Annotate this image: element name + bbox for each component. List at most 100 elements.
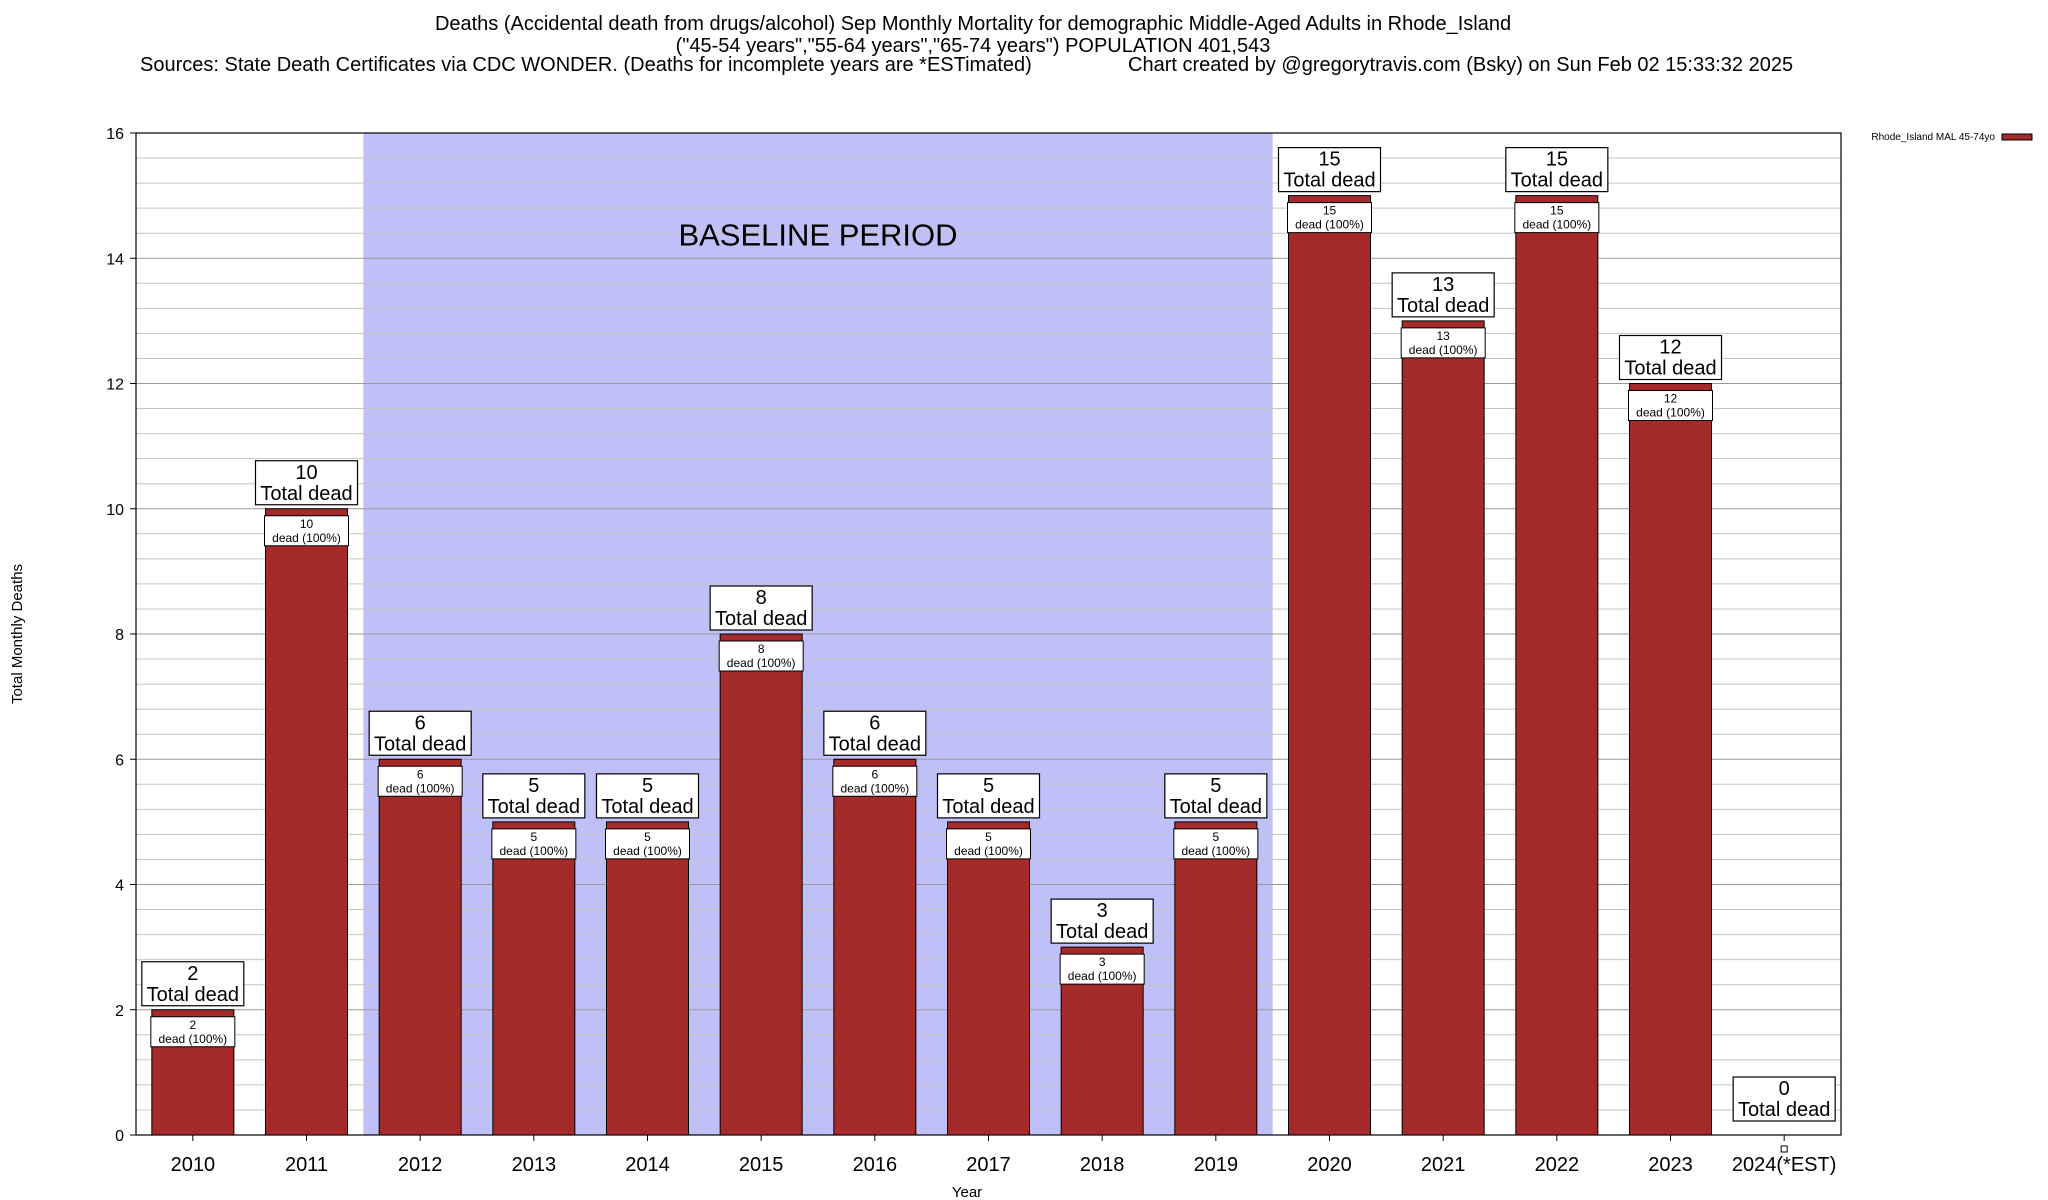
total-value-label: 5 bbox=[642, 775, 653, 797]
segment-value-label: 3 bbox=[1099, 955, 1106, 969]
total-text-label: Total dead bbox=[1624, 358, 1716, 380]
total-text-label: Total dead bbox=[1170, 796, 1262, 818]
segment-percent-label: dead (100%) bbox=[158, 1032, 227, 1046]
y-tick-label: 6 bbox=[115, 752, 124, 769]
total-text-label: Total dead bbox=[829, 733, 921, 755]
total-value-label: 10 bbox=[295, 462, 317, 484]
total-text-label: Total dead bbox=[260, 483, 352, 505]
total-label-box bbox=[1618, 334, 1723, 381]
total-label-box bbox=[823, 710, 927, 756]
segment-percent-label: dead (100%) bbox=[1295, 218, 1364, 232]
y-tick-label: 2 bbox=[115, 1003, 124, 1020]
segment-percent-label: dead (100%) bbox=[386, 781, 455, 795]
x-tick-label: 2019 bbox=[1194, 1154, 1239, 1176]
segment-value-label: 13 bbox=[1436, 329, 1450, 343]
segment-percent-label: dead (100%) bbox=[727, 656, 796, 670]
x-tick-label: 2013 bbox=[512, 1154, 557, 1176]
title-credit: Chart created by @gregorytravis.com (Bsk… bbox=[1128, 54, 1794, 76]
title-line-1: Deaths (Accidental death from drugs/alco… bbox=[434, 13, 1512, 35]
x-tick-label: 2010 bbox=[171, 1154, 216, 1176]
bar-2022 bbox=[1515, 195, 1599, 1136]
y-tick-label: 8 bbox=[115, 627, 124, 644]
segment-value-label: 8 bbox=[758, 642, 765, 656]
bar-2020 bbox=[1288, 195, 1371, 1136]
segment-value-label: 2 bbox=[189, 1018, 196, 1032]
segment-percent-label: dead (100%) bbox=[1181, 844, 1250, 858]
total-value-label: 2 bbox=[187, 963, 198, 985]
total-text-label: Total dead bbox=[147, 984, 239, 1006]
segment-label-box bbox=[1514, 202, 1600, 234]
y-tick-label: 10 bbox=[106, 502, 124, 519]
segment-value-label: 15 bbox=[1323, 204, 1337, 218]
segment-label-box bbox=[1287, 202, 1372, 234]
x-tick-label: 2021 bbox=[1421, 1154, 1466, 1176]
total-label-box bbox=[368, 710, 472, 756]
segment-percent-label: dead (100%) bbox=[613, 844, 682, 858]
total-value-label: 8 bbox=[756, 587, 767, 609]
segment-percent-label: dead (100%) bbox=[840, 781, 909, 795]
segment-value-label: 5 bbox=[1212, 830, 1219, 844]
total-value-label: 13 bbox=[1432, 274, 1454, 296]
segment-label-box bbox=[491, 828, 577, 860]
x-tick-label: 2011 bbox=[285, 1154, 328, 1176]
segment-label-box bbox=[150, 1016, 236, 1048]
total-text-label: Total dead bbox=[715, 608, 807, 630]
x-tick-label: 2024(*EST) bbox=[1732, 1154, 1837, 1176]
total-text-label: Total dead bbox=[1397, 295, 1489, 317]
total-label-box bbox=[936, 773, 1041, 819]
bar-2023 bbox=[1629, 383, 1712, 1136]
segment-percent-label: dead (100%) bbox=[1636, 406, 1705, 420]
total-label-box bbox=[1050, 898, 1154, 944]
bar-2017 bbox=[947, 821, 1030, 1136]
total-label-box bbox=[1505, 147, 1609, 193]
total-label-box bbox=[1732, 1076, 1836, 1122]
y-tick-label: 12 bbox=[106, 377, 124, 394]
bar-2024(*EST)-empty-marker bbox=[1780, 1145, 1788, 1153]
total-value-label: 6 bbox=[415, 712, 426, 734]
x-tick-label: 2023 bbox=[1648, 1154, 1693, 1176]
legend-label: Rhode_Island MAL 45-74yo bbox=[1871, 132, 1995, 143]
x-tick-label: 2016 bbox=[853, 1154, 898, 1176]
segment-value-label: 6 bbox=[871, 767, 878, 781]
total-label-box bbox=[1277, 147, 1382, 193]
x-tick-label: 2017 bbox=[966, 1154, 1011, 1176]
x-tick-label: 2012 bbox=[398, 1154, 443, 1176]
segment-value-label: 5 bbox=[985, 830, 992, 844]
total-label-box bbox=[254, 460, 359, 506]
x-tick-label: 2020 bbox=[1307, 1154, 1352, 1176]
baseline-period-label: BASELINE PERIOD bbox=[678, 218, 957, 253]
y-tick-label: 16 bbox=[106, 126, 124, 143]
segment-label-box bbox=[1059, 953, 1145, 985]
x-tick-label: 2015 bbox=[739, 1154, 784, 1176]
segment-value-label: 10 bbox=[300, 517, 314, 531]
total-label-box bbox=[709, 585, 813, 631]
segment-percent-label: dead (100%) bbox=[1068, 969, 1137, 983]
x-axis-label: Year bbox=[952, 1184, 982, 1200]
total-text-label: Total dead bbox=[942, 796, 1034, 818]
total-text-label: Total dead bbox=[1738, 1099, 1830, 1121]
segment-percent-label: dead (100%) bbox=[272, 531, 341, 545]
total-value-label: 3 bbox=[1097, 900, 1108, 922]
bar-2015 bbox=[719, 633, 803, 1136]
bar-2016 bbox=[833, 758, 917, 1136]
x-tick-label: 2018 bbox=[1080, 1154, 1125, 1176]
x-tick-label: 2022 bbox=[1535, 1154, 1580, 1176]
y-tick-label: 14 bbox=[106, 251, 124, 268]
segment-label-box bbox=[1400, 327, 1486, 359]
segment-percent-label: dead (100%) bbox=[954, 844, 1023, 858]
segment-label-box bbox=[1628, 390, 1713, 421]
y-tick-label: 0 bbox=[115, 1128, 124, 1145]
y-axis-label: Total Monthly Deaths bbox=[9, 564, 26, 704]
total-text-label: Total dead bbox=[1511, 170, 1603, 192]
segment-percent-label: dead (100%) bbox=[1522, 218, 1591, 232]
bar-2014 bbox=[606, 821, 689, 1136]
segment-value-label: 12 bbox=[1664, 392, 1678, 406]
total-value-label: 0 bbox=[1779, 1078, 1790, 1100]
total-value-label: 15 bbox=[1546, 149, 1568, 171]
total-label-box bbox=[141, 961, 245, 1007]
segment-label-box bbox=[1173, 828, 1259, 860]
segment-percent-label: dead (100%) bbox=[1409, 343, 1478, 357]
segment-label-box bbox=[946, 828, 1031, 860]
total-label-box bbox=[1164, 773, 1268, 819]
